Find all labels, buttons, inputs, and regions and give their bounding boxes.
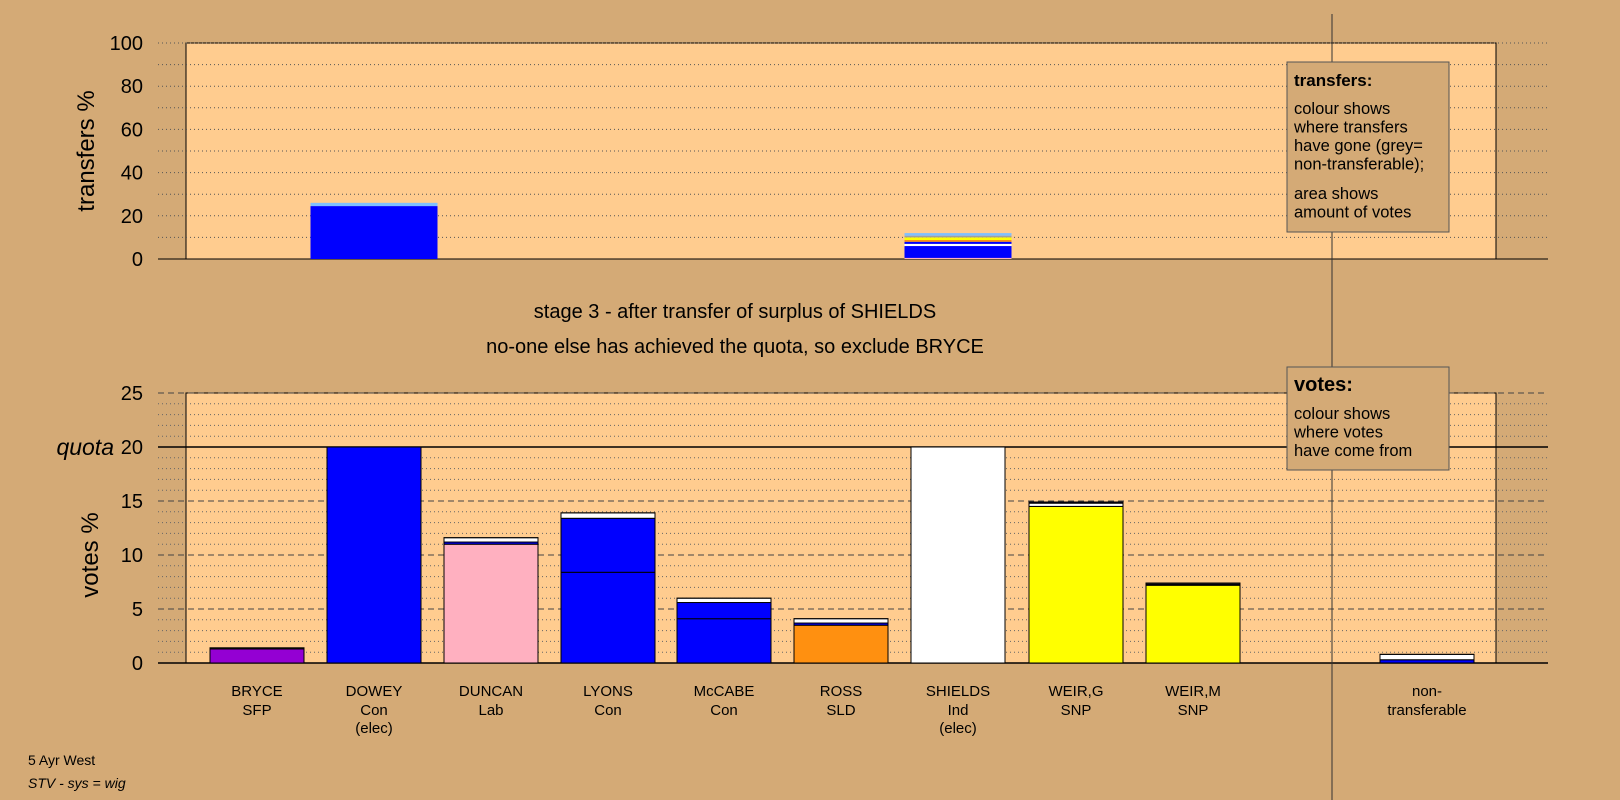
transfers-legend-line: non-transferable); <box>1294 156 1424 174</box>
nontransferable-label: non- <box>1412 683 1442 700</box>
nontransferable-label: transferable <box>1387 702 1466 719</box>
vote-bar-ross <box>793 618 889 664</box>
votes-tick-label: 10 <box>121 545 143 567</box>
candidate-party: Con <box>594 702 622 719</box>
votes-y-axis: 0 5 10 15 20 25 quota votes % <box>56 383 143 675</box>
vote-bar-shields <box>910 446 1006 664</box>
candidate-party: Ind <box>948 702 969 719</box>
vote-segment-mccabe <box>676 602 772 620</box>
vote-bar-lyons <box>560 512 656 664</box>
candidate-name: WEIR,M <box>1165 683 1221 700</box>
votes-tick-label: 25 <box>121 383 143 405</box>
vote-segment-dowey <box>326 446 422 664</box>
votes-legend-box <box>1286 366 1450 471</box>
transfer-segment-shields <box>904 241 1012 244</box>
vote-segment-lyons <box>560 512 656 519</box>
candidate-party: SNP <box>1061 702 1092 719</box>
quota-label: quota <box>56 434 114 460</box>
transfers-legend-line: have gone (grey= <box>1294 137 1423 155</box>
candidate-name: WEIR,G <box>1049 683 1104 700</box>
stage-title: stage 3 - after transfer of surplus of S… <box>534 301 936 323</box>
vote-segment-mccabe <box>676 597 772 604</box>
transfers-tick-label: 20 <box>121 206 143 228</box>
candidate-name: ROSS <box>820 683 863 700</box>
transfer-segment-dowey <box>310 206 438 259</box>
vote-segment-weir,g <box>1028 505 1124 664</box>
transfers-y-axis: 0 20 40 60 80 100 transfers % <box>73 33 143 271</box>
transfers-axis-label: transfers % <box>73 90 100 211</box>
candidate-party: Con <box>360 702 388 719</box>
vote-segment-bryce <box>209 648 305 664</box>
candidate-party: SNP <box>1178 702 1209 719</box>
vote-bar-weir,g <box>1028 501 1124 664</box>
vote-segment-weir,m <box>1145 584 1241 664</box>
votes-legend-line: where votes <box>1293 424 1383 442</box>
footer-system: STV - sys = wig <box>28 775 126 791</box>
transfer-segment-dowey <box>310 202 438 207</box>
candidate-name: McCABE <box>694 683 755 700</box>
vote-bar-nontransferable <box>1379 653 1475 664</box>
vote-bar-mccabe <box>676 597 772 664</box>
candidate-name: DOWEY <box>346 683 403 700</box>
votes-tick-label: 20 <box>121 437 143 459</box>
votes-legend-title: votes: <box>1294 374 1353 396</box>
candidate-name: LYONS <box>583 683 633 700</box>
transfers-tick-label: 40 <box>121 163 143 185</box>
candidate-labels: BRYCESFPDOWEYCon(elec)DUNCANLabLYONSConM… <box>231 683 1466 737</box>
votes-legend-line: colour shows <box>1294 405 1390 423</box>
votes-tick-label: 0 <box>132 653 143 675</box>
footer-area-name: 5 Ayr West <box>28 752 95 768</box>
vote-bar-bryce <box>209 647 305 664</box>
transfer-segment-shields <box>904 239 1012 242</box>
candidate-party: Con <box>710 702 738 719</box>
transfers-tick-label: 0 <box>132 249 143 271</box>
transfers-legend-title: transfers: <box>1294 71 1372 90</box>
vote-bar-dowey <box>326 446 422 664</box>
vote-segment-mccabe <box>676 618 772 664</box>
votes-tick-label: 15 <box>121 491 143 513</box>
vote-segment-lyons <box>560 571 656 664</box>
candidate-party: SLD <box>826 702 855 719</box>
candidate-name: DUNCAN <box>459 683 523 700</box>
vote-segment-duncan <box>443 537 539 543</box>
vote-segment-ross <box>793 618 889 624</box>
vote-segment-duncan <box>443 543 539 664</box>
candidate-elected-note: (elec) <box>355 720 393 737</box>
transfers-legend-line: colour shows <box>1294 100 1390 118</box>
transfers-legend-line: where transfers <box>1293 119 1408 137</box>
transfer-segment-shields <box>904 243 1012 247</box>
stage-subtitle: no-one else has achieved the quota, so e… <box>486 336 984 358</box>
transfers-legend-line: area shows <box>1294 185 1378 203</box>
transfers-tick-label: 60 <box>121 119 143 141</box>
transfer-segment-shields <box>904 237 1012 240</box>
candidate-name: BRYCE <box>231 683 282 700</box>
candidate-party: Lab <box>478 702 503 719</box>
candidate-party: SFP <box>242 702 271 719</box>
vote-segment-lyons <box>560 517 656 573</box>
vote-bar-weir,m <box>1145 582 1241 664</box>
vote-segment-ross <box>793 624 889 664</box>
vote-segment-nontransferable <box>1379 653 1475 661</box>
votes-tick-label: 5 <box>132 599 143 621</box>
candidate-name: SHIELDS <box>926 683 990 700</box>
transfer-segment-shields <box>904 233 1012 236</box>
transfer-segment-shields <box>904 235 1012 238</box>
candidate-elected-note: (elec) <box>939 720 977 737</box>
transfer-segment-shields <box>904 257 1012 259</box>
transfers-tick-label: 100 <box>110 33 143 55</box>
transfers-legend-box <box>1286 61 1450 233</box>
transfers-bars <box>310 202 1012 259</box>
transfer-segment-shields <box>904 246 1012 258</box>
votes-legend-line: have come from <box>1294 442 1412 460</box>
vote-segment-shields <box>910 446 1006 664</box>
vote-bar-duncan <box>443 537 539 664</box>
votes-axis-label: votes % <box>77 512 104 597</box>
transfers-tick-label: 80 <box>121 76 143 98</box>
transfers-legend-line: amount of votes <box>1294 204 1411 222</box>
votes-bars <box>209 446 1475 664</box>
